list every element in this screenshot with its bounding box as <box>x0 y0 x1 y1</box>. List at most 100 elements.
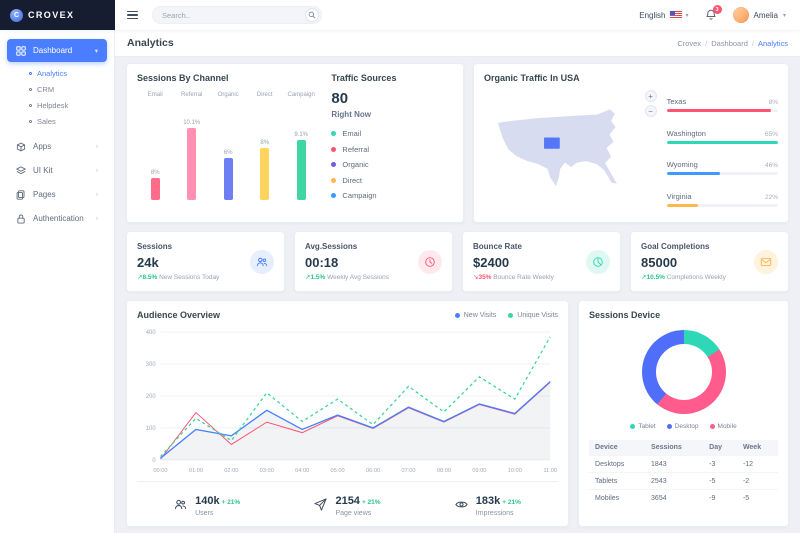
col-day: Day <box>703 440 737 456</box>
brand[interactable]: C CROVEX <box>0 0 115 30</box>
map-zoom-out-button[interactable]: − <box>644 105 657 117</box>
legend-dot <box>630 423 636 429</box>
top-navbar: C CROVEX English ▾ 3 Amelia ▾ <box>0 0 800 30</box>
bar-item: 8% <box>246 140 282 200</box>
state-value: 46% <box>764 162 778 170</box>
stat-title: Sessions <box>137 242 173 251</box>
state-row-virginia: Virginia 22% <box>666 192 778 207</box>
state-row-wyoming: Wyoming 46% <box>666 160 778 176</box>
search-input[interactable] <box>162 10 305 20</box>
dashboard-submenu: Analytics CRM Helpdesk Sales <box>0 63 114 134</box>
box-icon <box>16 142 26 151</box>
stat-value: 85000 <box>641 255 678 270</box>
stat-delta: 8.5% <box>142 274 158 281</box>
brand-logo-icon: C <box>10 8 23 22</box>
legend-label: Desktop <box>674 423 699 430</box>
language-label: English <box>639 10 666 20</box>
send-icon <box>314 497 328 511</box>
device-legend: Tablet Desktop Mobile <box>589 423 778 430</box>
sidebar-subitem-helpdesk[interactable]: Helpdesk <box>0 97 114 113</box>
usa-map[interactable]: + − <box>484 89 657 213</box>
legend-unique-visits[interactable]: Unique Visits <box>508 312 558 319</box>
brand-name: CROVEX <box>28 10 75 20</box>
svg-text:200: 200 <box>146 394 156 400</box>
map-zoom-in-button[interactable]: + <box>644 90 657 102</box>
stat-value: 00:18 <box>305 255 339 270</box>
search-button[interactable] <box>305 8 319 22</box>
legend-label: Direct <box>342 175 363 185</box>
user-menu[interactable]: Amelia ▾ <box>732 7 786 23</box>
progress-track <box>666 203 778 207</box>
svg-text:08:00: 08:00 <box>437 468 451 474</box>
audience-stat-pageviews: 2154 + 21% Page views <box>314 491 381 517</box>
sidebar-item-pages[interactable]: Pages › <box>7 183 107 206</box>
legend-dot <box>331 193 337 199</box>
legend-label: Email <box>342 129 362 139</box>
organic-traffic-card: Organic Traffic In USA + − <box>473 63 789 223</box>
breadcrumb-crovex[interactable]: Crovex <box>677 39 711 48</box>
menu-toggle-icon[interactable] <box>127 10 138 20</box>
highlighted-state[interactable] <box>544 137 560 149</box>
stat-title: Avg.Sessions <box>305 242 358 251</box>
user-name: Amelia <box>753 10 778 20</box>
stat-card-bounce-rate: Bounce Rate $2400 ↘35% Bounce Rate Weekl… <box>462 231 621 292</box>
svg-text:04:00: 04:00 <box>295 468 309 474</box>
legend-dot <box>331 162 337 168</box>
chart-legend: New Visits Unique Visits <box>454 311 558 319</box>
state-row-washington: Washington 65% <box>666 129 778 144</box>
users-icon <box>175 499 187 509</box>
bell-icon <box>705 9 716 20</box>
breadcrumb-analytics: Analytics <box>757 38 788 48</box>
breadcrumb-dashboard[interactable]: Dashboard <box>711 39 758 48</box>
table-header-row: Device Sessions Day Week <box>589 440 778 456</box>
legend-item-organic: Organic <box>331 157 453 173</box>
notifications-button[interactable]: 3 <box>705 5 722 21</box>
audience-line-chart: 0 100 200 300 400 00:00 01:00 02:00 03:00 04:00 05… <box>146 330 557 474</box>
sidebar-subitem-sales[interactable]: Sales <box>0 113 114 129</box>
breadcrumb: Crovex Dashboard Analytics <box>677 39 788 48</box>
sidebar-item-dashboard[interactable]: Dashboard ▾ <box>7 39 107 62</box>
sidebar-subitem-analytics[interactable]: Analytics <box>0 65 114 81</box>
sidebar-item-label: Dashboard <box>33 46 73 55</box>
category-label: Email <box>147 92 163 98</box>
users-icon <box>250 249 274 274</box>
bar-value: 10.1% <box>183 120 201 126</box>
legend-dot <box>331 131 337 137</box>
svg-text:07:00: 07:00 <box>401 468 415 474</box>
state-value: 8% <box>768 99 778 106</box>
card-title: Sessions Device <box>589 310 661 320</box>
legend-label: Organic <box>342 160 369 170</box>
stat-delta: 1.5% <box>310 274 326 281</box>
chevron-down-icon: ▾ <box>94 47 98 55</box>
content: Sessions By Channel Email Referral Organ… <box>115 57 800 533</box>
svg-text:100: 100 <box>146 426 156 432</box>
legend-new-visits[interactable]: New Visits <box>454 311 497 319</box>
col-device: Device <box>589 440 646 456</box>
bar <box>187 128 197 200</box>
page-header: Analytics Crovex Dashboard Analytics <box>115 30 800 57</box>
svg-text:10:00: 10:00 <box>508 468 522 474</box>
sidebar-subitem-crm[interactable]: CRM <box>0 81 114 97</box>
progress-track <box>666 172 778 176</box>
state-value: 22% <box>764 193 778 201</box>
sidebar-item-ui-kit[interactable]: UI Kit › <box>7 159 107 182</box>
bullet-icon <box>29 119 32 123</box>
state-value: 65% <box>764 130 778 138</box>
card-title: Sessions By Channel <box>137 73 229 83</box>
language-selector[interactable]: English ▾ <box>639 11 688 20</box>
cell-week: -2 <box>736 472 778 490</box>
eye-icon <box>455 501 468 507</box>
brand-initial: C <box>13 11 20 19</box>
sidebar-item-authentication[interactable]: Authentication › <box>7 207 107 230</box>
audience-stats: 140k + 21% Users 2154 + 21% Page views <box>137 481 559 517</box>
stat-desc: New Sessions Today <box>159 274 220 281</box>
sessions-bar-chart: 8% 10.1% 6% 8% 9.1% <box>137 100 319 200</box>
legend-label: New Visits <box>463 311 497 319</box>
bar <box>296 140 306 200</box>
stat-delta: + 21% <box>502 499 521 506</box>
bar-item: 9.1% <box>283 132 319 200</box>
stat-card-avg-sessions: Avg.Sessions 00:18 ↗1.5% Weekly Avg Sess… <box>294 231 453 292</box>
chevron-right-icon: › <box>95 191 98 198</box>
sidebar-item-apps[interactable]: Apps › <box>7 135 107 158</box>
